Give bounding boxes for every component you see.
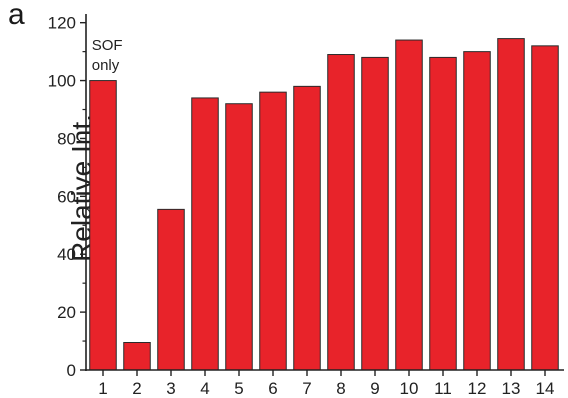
x-tick-label-1: 1 [98,379,107,398]
bar-8 [327,54,355,371]
x-tick-label-14: 14 [536,379,555,398]
y-tick-label-100: 100 [48,72,76,91]
x-tick-label-7: 7 [302,379,311,398]
x-tick-label-13: 13 [502,379,521,398]
y-tick-label-80: 80 [57,129,76,148]
x-tick-label-3: 3 [166,379,175,398]
bar-7 [293,85,321,371]
bar-14 [531,45,559,371]
bar-3 [157,208,185,371]
y-tick-label-0: 0 [67,361,76,380]
bar-11 [429,56,457,371]
y-tick-label-120: 120 [48,14,76,33]
x-tick-label-5: 5 [234,379,243,398]
x-tick-label-11: 11 [434,379,452,398]
bar-2 [123,342,151,371]
y-tick-label-60: 60 [57,187,76,206]
annotation-line-1: SOF [92,37,123,54]
panel-label: a [8,0,25,31]
y-tick-label-20: 20 [57,303,76,322]
x-tick-label-12: 12 [468,379,487,398]
y-tick-label-40: 40 [57,245,76,264]
x-tick-label-8: 8 [336,379,345,398]
x-tick-label-10: 10 [400,379,419,398]
bar-12 [463,51,491,371]
bar-13 [497,38,525,371]
bar-4 [191,97,219,371]
bar-9 [361,56,389,371]
annotation-line-2: only [92,57,120,74]
x-tick-label-4: 4 [200,379,209,398]
x-tick-label-9: 9 [370,379,379,398]
x-tick-label-6: 6 [268,379,277,398]
x-tick-label-2: 2 [132,379,141,398]
bar-5 [225,103,253,371]
bar-6 [259,91,287,371]
bar-1 [89,80,117,371]
bar-10 [395,39,423,371]
